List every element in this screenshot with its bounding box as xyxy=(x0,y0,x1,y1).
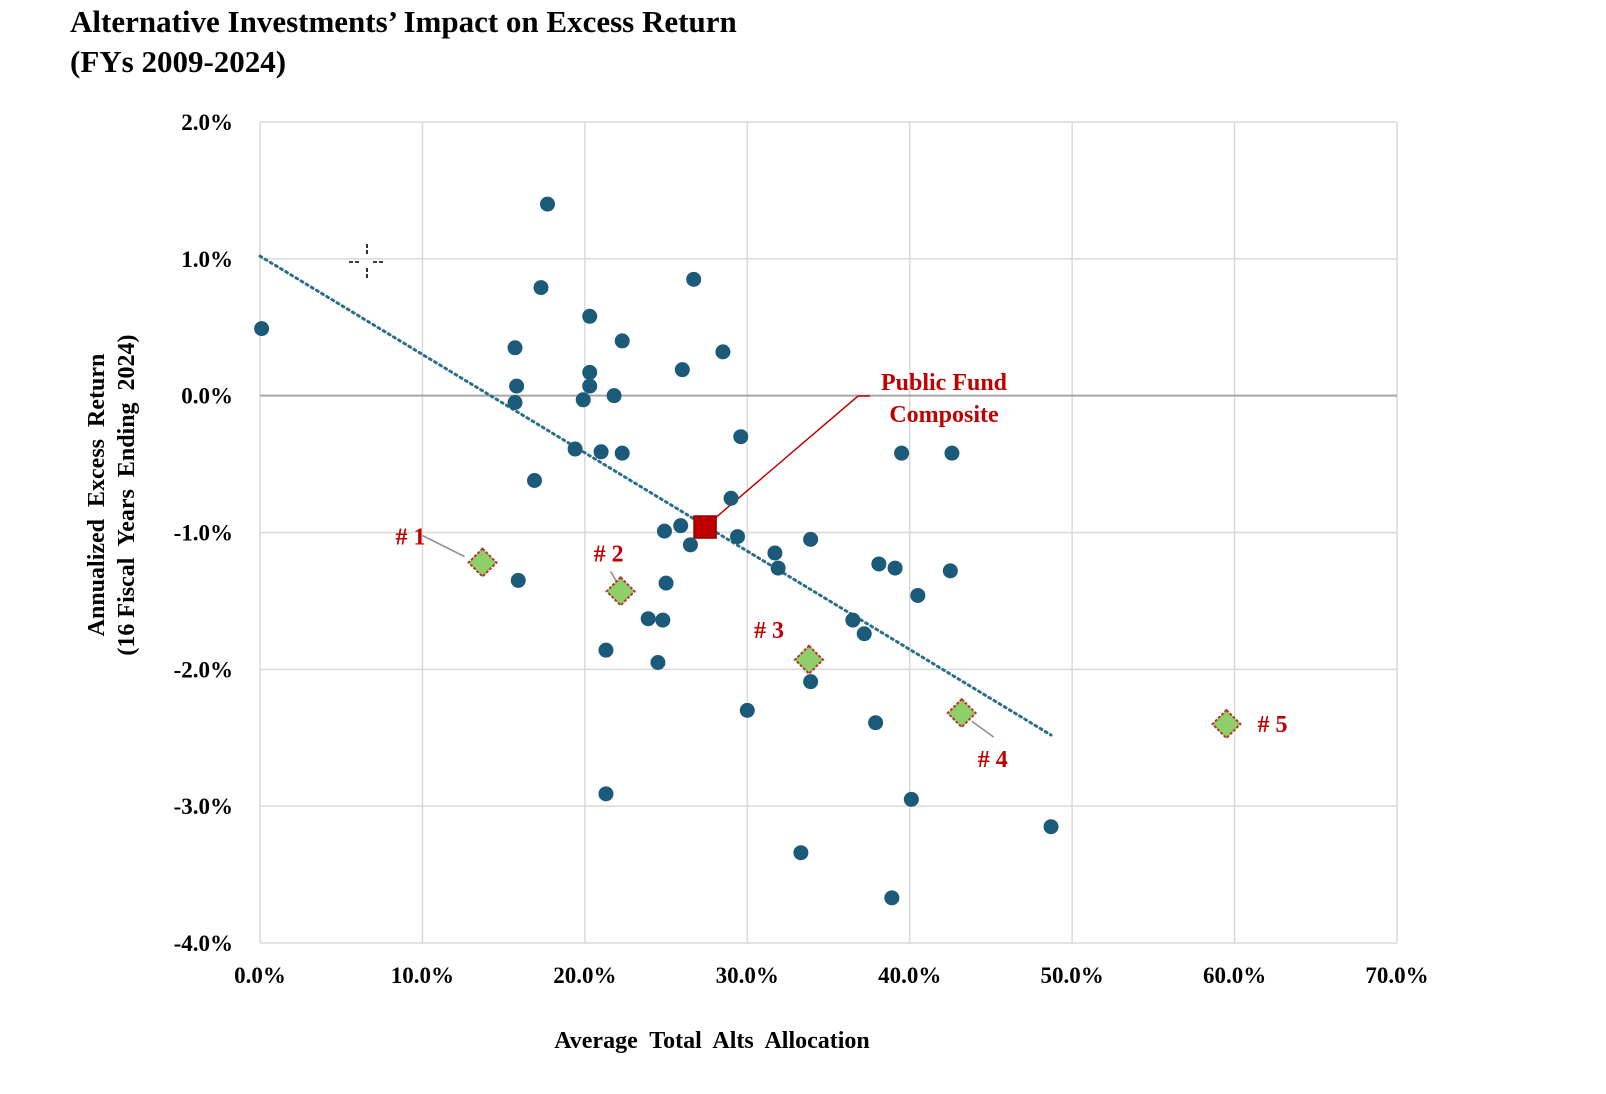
fund-point xyxy=(510,572,526,588)
x-tick-label: 40.0% xyxy=(878,963,941,988)
chart-title-block: Alternative Investments’ Impact on Exces… xyxy=(70,2,737,82)
fund-point xyxy=(723,490,739,506)
y-axis-title: Annualized Excess Return (16 Fiscal Year… xyxy=(84,334,140,655)
x-tick-label: 30.0% xyxy=(716,963,779,988)
fund-point xyxy=(845,612,861,628)
x-axis-title: Average Total Alts Allocation xyxy=(554,1028,870,1054)
fund-point xyxy=(887,560,903,576)
fund-point xyxy=(894,445,910,461)
y-tick-label: -1.0% xyxy=(174,521,233,546)
fund-point xyxy=(884,890,900,906)
fund-point xyxy=(507,340,523,356)
trendline xyxy=(258,254,1053,737)
y-tick-label: -2.0% xyxy=(174,657,233,682)
fund-point xyxy=(598,642,614,658)
highlighted-fund-diamond xyxy=(1211,708,1242,740)
fund-point xyxy=(733,429,749,445)
fund-point xyxy=(582,378,598,394)
highlighted-fund-diamond xyxy=(946,697,978,729)
y-tick-label: -4.0% xyxy=(174,931,233,956)
trendline-group xyxy=(258,254,1053,737)
x-tick-label: 60.0% xyxy=(1203,963,1266,988)
fund-point xyxy=(606,388,622,404)
callout-leader-line xyxy=(971,720,995,738)
fund-point xyxy=(910,587,926,603)
fund-point xyxy=(903,791,919,807)
fund-point xyxy=(254,321,270,337)
x-tick-label: 70.0% xyxy=(1365,963,1428,988)
fund-point xyxy=(868,715,884,731)
gridlines xyxy=(259,121,1398,944)
chart-annotations xyxy=(349,244,385,280)
fund-point xyxy=(658,575,674,591)
fund-point xyxy=(593,444,609,460)
highlighted-fund-label: # 2 xyxy=(594,541,624,567)
highlighted-fund-label: # 4 xyxy=(978,747,1008,773)
chart-subtitle: (FYs 2009-2024) xyxy=(70,44,287,79)
fund-point xyxy=(650,654,666,670)
y-tick-label: 1.0% xyxy=(181,247,233,272)
callout-leader-line xyxy=(422,534,465,558)
highlighted-fund-label: # 5 xyxy=(1257,712,1287,738)
fund-point xyxy=(944,445,960,461)
fund-point xyxy=(539,196,555,212)
fund-point xyxy=(674,362,690,378)
x-tick-label: 20.0% xyxy=(553,963,616,988)
fund-point xyxy=(673,518,689,534)
fund-point xyxy=(942,563,958,579)
fund-point xyxy=(682,537,698,553)
fund-point xyxy=(507,395,523,411)
chart-title: Alternative Investments’ Impact on Exces… xyxy=(70,4,737,39)
fund-point xyxy=(575,392,591,408)
fund-point xyxy=(803,531,819,547)
fund-point xyxy=(656,523,672,539)
composite-label-line-1: Public Fund xyxy=(881,370,1008,396)
y-tick-label: -3.0% xyxy=(174,794,233,819)
fund-point xyxy=(598,786,614,802)
fund-point xyxy=(770,560,786,576)
fund-point xyxy=(614,333,630,349)
fund-point xyxy=(567,441,583,457)
y-axis-title-line-2: (16 Fiscal Years Ending 2024) xyxy=(114,334,140,655)
axis-ticks: 0.0% 10.0% 20.0% 30.0% 40.0% 50.0% 60.0% 70.0% 2… xyxy=(174,110,1429,988)
y-axis-title-line-1: Annualized Excess Return xyxy=(84,354,110,637)
highlighted-fund-diamond xyxy=(605,575,637,607)
fund-point xyxy=(730,529,746,545)
fund-point xyxy=(803,674,819,690)
x-tick-label: 10.0% xyxy=(391,963,454,988)
fund-point xyxy=(533,280,549,296)
callout-labels: # 1 # 2 # 3 # 4 # 5 Public Fund Composite xyxy=(396,370,1288,773)
fund-point xyxy=(739,702,755,718)
y-tick-label: 0.0% xyxy=(181,384,233,409)
x-tick-label: 50.0% xyxy=(1041,963,1104,988)
callout-leaders xyxy=(422,395,995,738)
x-tick-label: 0.0% xyxy=(234,963,286,988)
fund-point xyxy=(686,271,702,287)
data-points xyxy=(254,196,1242,906)
public-fund-composite-marker xyxy=(693,515,717,539)
composite-leader-line xyxy=(706,395,870,526)
highlighted-fund-diamond xyxy=(793,644,825,676)
fund-point xyxy=(871,556,887,572)
fund-point xyxy=(655,612,671,628)
highlighted-fund-label: # 1 xyxy=(396,525,426,551)
fund-point xyxy=(614,445,630,461)
fund-point xyxy=(856,626,872,642)
fund-point xyxy=(582,308,598,324)
highlighted-fund-diamond xyxy=(467,547,498,579)
composite-label-line-2: Composite xyxy=(889,402,999,428)
fund-point xyxy=(1043,819,1059,835)
fund-point xyxy=(715,344,731,360)
y-tick-label: 2.0% xyxy=(181,110,233,135)
fund-point xyxy=(509,378,525,394)
fund-point xyxy=(527,473,543,489)
fund-point xyxy=(640,611,656,627)
fund-point xyxy=(793,845,809,861)
fund-point xyxy=(582,364,598,380)
fund-point xyxy=(767,545,783,561)
crosshair-cursor-icon xyxy=(349,244,385,280)
highlighted-fund-label: # 3 xyxy=(754,618,784,644)
